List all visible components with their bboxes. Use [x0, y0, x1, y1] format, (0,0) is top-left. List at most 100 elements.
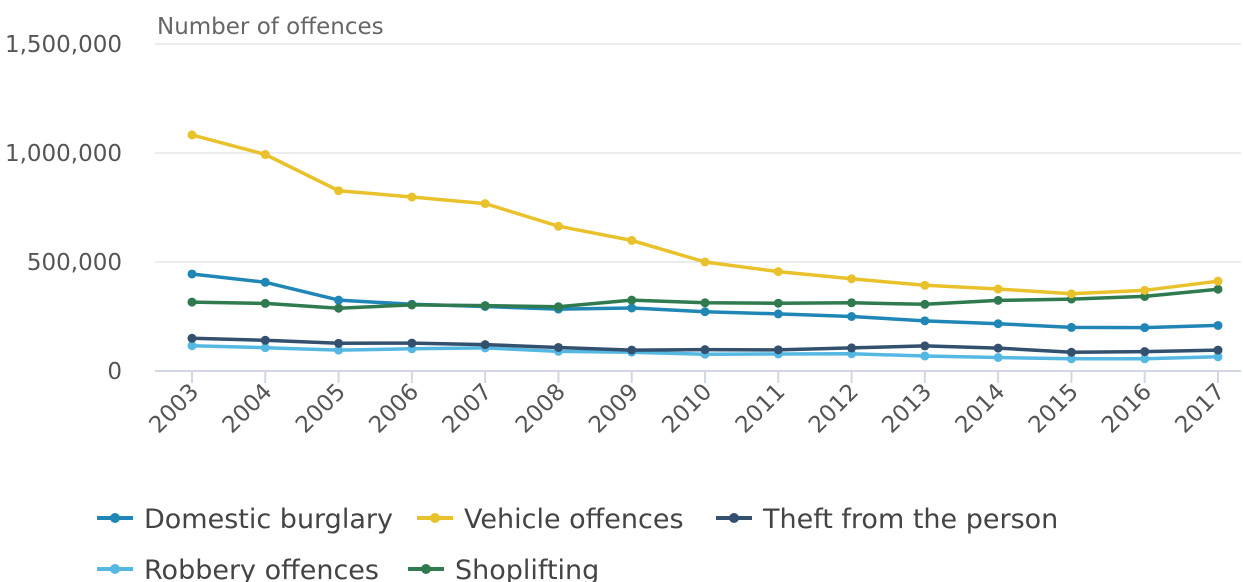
data-point	[920, 351, 930, 361]
x-tick-label: 2015	[1024, 379, 1084, 439]
data-point	[1213, 320, 1223, 330]
legend-label: Robbery offences	[144, 555, 379, 582]
data-point	[847, 343, 857, 353]
data-point	[334, 338, 344, 348]
y-tick-label: 0	[107, 359, 122, 385]
data-point	[993, 352, 1003, 362]
x-tick-label: 2006	[364, 379, 424, 439]
data-point	[1140, 354, 1150, 364]
data-point	[700, 257, 710, 267]
data-point	[920, 280, 930, 290]
data-point	[187, 333, 197, 343]
series-shoplifting	[187, 284, 1223, 313]
data-point	[1213, 276, 1223, 286]
data-point	[847, 298, 857, 308]
data-point	[920, 299, 930, 309]
x-tick-label: 2011	[731, 379, 791, 439]
x-tick-label: 2014	[951, 379, 1011, 439]
y-tick-label: 1,000,000	[5, 141, 122, 167]
data-point	[993, 295, 1003, 305]
data-point	[1066, 289, 1076, 299]
series-lines	[187, 130, 1223, 364]
data-point	[1140, 323, 1150, 333]
data-point	[773, 309, 783, 319]
data-point	[700, 345, 710, 355]
data-point	[1140, 285, 1150, 295]
data-point	[1066, 354, 1076, 364]
legend-swatch-marker	[430, 513, 440, 523]
data-point	[260, 335, 270, 345]
data-point	[627, 235, 637, 245]
x-tick-label: 2007	[438, 379, 498, 439]
y-tick-label: 500,000	[27, 250, 122, 276]
legend-item[interactable]: Robbery offences	[97, 555, 379, 582]
gridlines	[155, 43, 1241, 263]
legend-item[interactable]: Shoplifting	[408, 555, 599, 582]
x-tick-label: 2004	[218, 379, 278, 439]
data-point	[1140, 347, 1150, 357]
x-tick-label: 2005	[291, 379, 351, 439]
series-line	[191, 133, 1219, 296]
data-point	[773, 298, 783, 308]
legend-swatch-marker	[110, 513, 120, 523]
data-point	[187, 341, 197, 351]
data-point	[260, 343, 270, 353]
y-axis-ticks: 0 500,000 1,000,000 1,500,000	[5, 32, 122, 385]
data-point	[627, 303, 637, 313]
data-point	[334, 303, 344, 313]
x-tick-label: 2016	[1097, 379, 1157, 439]
data-point	[334, 186, 344, 196]
x-tick-label: 2017	[1170, 379, 1230, 439]
data-point	[700, 298, 710, 308]
legend-swatch-marker	[729, 513, 739, 523]
data-point	[334, 295, 344, 305]
x-tick-label: 2009	[584, 379, 644, 439]
legend-label: Shoplifting	[455, 555, 599, 582]
data-point	[553, 342, 563, 352]
data-point	[773, 267, 783, 277]
data-point	[407, 192, 417, 202]
legend-label: Domestic burglary	[144, 504, 393, 535]
data-point	[480, 340, 490, 350]
data-point	[334, 345, 344, 355]
legend-item[interactable]: Domestic burglary	[97, 504, 393, 535]
data-point	[847, 274, 857, 284]
legend-item[interactable]: Theft from the person	[716, 504, 1058, 535]
data-point	[260, 277, 270, 287]
data-point	[187, 297, 197, 307]
data-point	[993, 284, 1003, 294]
x-axis: 2003 2004 2005 2006 2007 2008 2009 2010 2011 2012…	[144, 370, 1241, 439]
x-tick-label: 2010	[657, 379, 717, 439]
data-point	[920, 341, 930, 351]
y-axis-label: Number of offences	[157, 14, 384, 40]
series-vehicle-offences	[187, 130, 1223, 299]
data-point	[847, 312, 857, 321]
data-point	[700, 307, 710, 317]
data-point	[993, 319, 1003, 329]
legend-swatch-marker	[421, 564, 431, 574]
legend-swatch-marker	[110, 564, 120, 574]
legend-item[interactable]: Vehicle offences	[417, 504, 684, 535]
data-point	[1066, 322, 1076, 332]
x-tick-label: 2003	[144, 379, 204, 439]
data-point	[773, 345, 783, 355]
data-point	[407, 300, 417, 310]
data-point	[1213, 345, 1223, 355]
data-point	[187, 130, 197, 140]
y-tick-label: 1,500,000	[5, 32, 122, 58]
series-theft-from-the-person	[187, 333, 1223, 357]
data-point	[1213, 352, 1223, 362]
data-point	[260, 298, 270, 308]
x-tick-label: 2008	[511, 379, 571, 439]
data-point	[627, 295, 637, 305]
data-point	[1066, 347, 1076, 357]
x-tick-label: 2012	[804, 379, 864, 439]
data-point	[480, 301, 490, 311]
x-tick-label: 2013	[877, 379, 937, 439]
data-point	[407, 338, 417, 348]
data-point	[480, 199, 490, 209]
data-point	[1213, 284, 1223, 294]
data-point	[553, 221, 563, 231]
data-point	[993, 343, 1003, 353]
